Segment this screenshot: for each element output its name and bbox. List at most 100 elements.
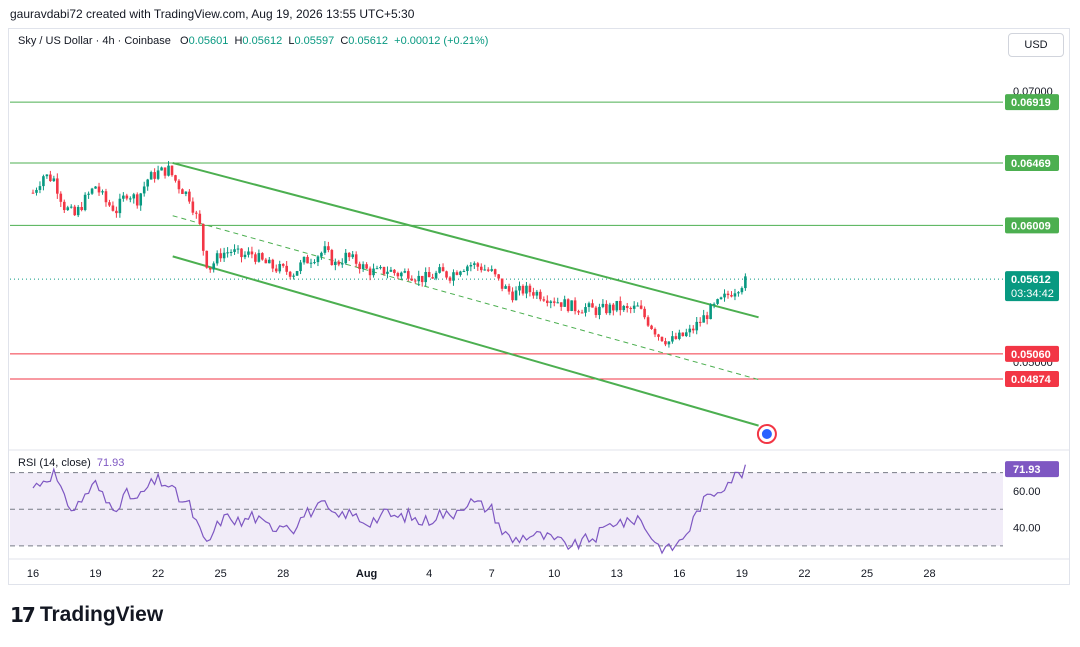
candle-down [181, 189, 184, 194]
candle-up [601, 303, 605, 307]
resistance-price-tag [1005, 155, 1059, 172]
candle-down [618, 300, 622, 311]
candle-up [737, 292, 740, 294]
countdown-label: 03:34:42 [1011, 288, 1054, 300]
candle-up [514, 290, 518, 301]
candle-up [695, 321, 699, 331]
candle-up [452, 272, 455, 281]
candle-up [38, 186, 42, 190]
candle-up [556, 302, 560, 304]
rsi-value-tag [1005, 461, 1059, 478]
candle-up [90, 188, 94, 194]
candle-up [344, 252, 348, 264]
last-price-tag [1005, 271, 1059, 302]
candle-up [313, 262, 316, 264]
candle-down [552, 301, 556, 303]
time-tick-label: 4 [426, 568, 432, 580]
candle-down [643, 308, 646, 318]
candle-down [108, 202, 111, 206]
candle-up [733, 293, 737, 297]
time-tick-label: 19 [89, 568, 101, 580]
candle-down [191, 201, 195, 213]
currency-button[interactable]: USD [1008, 33, 1064, 57]
candle-up [118, 198, 122, 214]
candle-down [577, 311, 580, 313]
candle-up [83, 194, 87, 211]
candle-up [584, 307, 587, 313]
tradingview-logo[interactable]: 17 TradingView [10, 603, 163, 627]
channel-lower-line[interactable] [172, 255, 759, 427]
rsi-line[interactable] [32, 464, 746, 555]
candle-up [302, 256, 306, 263]
candle-up [222, 252, 226, 259]
time-tick-label: 25 [861, 568, 873, 580]
candle-down [365, 264, 368, 269]
candle-up [462, 271, 466, 273]
support-price-tag [1005, 345, 1059, 362]
candle-up [490, 269, 493, 271]
candle-up [292, 275, 295, 277]
candle-down [73, 206, 76, 216]
low-value: 0.05597 [294, 35, 335, 47]
candle-down [285, 265, 288, 272]
candle-down [681, 332, 685, 337]
channel-upper-line[interactable] [172, 161, 759, 319]
time-tick-label: Aug [356, 568, 377, 580]
candle-up [632, 305, 636, 309]
candle-down [327, 246, 330, 251]
candle-down [250, 251, 254, 255]
candle-down [500, 278, 504, 289]
candle-down [413, 280, 417, 282]
candle-up [229, 251, 233, 253]
candle-up [712, 303, 716, 305]
candle-down [205, 250, 209, 268]
candle-down [657, 334, 660, 337]
candle-up [403, 271, 407, 273]
candle-down [208, 267, 212, 270]
candle-up [667, 341, 671, 345]
candle-down [660, 336, 664, 342]
candle-down [591, 303, 594, 308]
candle-up [278, 264, 282, 272]
candle-down [163, 167, 167, 176]
candle-down [80, 206, 83, 211]
candle-up [35, 189, 38, 193]
candle-up [139, 193, 143, 206]
candle-up [45, 174, 49, 177]
candle-down [542, 299, 546, 301]
candle-down [691, 328, 695, 331]
time-tick-label: 16 [27, 568, 39, 580]
tv-logo-icon: 17 [10, 603, 36, 627]
candle-up [101, 191, 104, 193]
candle-up [87, 193, 90, 195]
candle-up [379, 266, 382, 269]
candle-down [445, 271, 448, 278]
candle-up [299, 262, 302, 272]
candle-up [94, 186, 97, 189]
candle-up [622, 305, 626, 311]
candle-down [306, 256, 309, 264]
candle-up [469, 264, 473, 267]
time-tick-label: 16 [673, 568, 685, 580]
symbol-legend: Sky / US Dollar · 4h · Coinbase O0.05601… [18, 35, 488, 47]
rsi-value-tag-label: 71.93 [1013, 464, 1041, 476]
close-value: 0.05612 [348, 35, 389, 47]
candle-down [511, 291, 514, 301]
candle-down [476, 263, 480, 267]
rsi-label: RSI (14, close) [18, 457, 91, 469]
symbol-name[interactable]: Sky / US Dollar · 4h · Coinbase [18, 35, 171, 47]
candle-up [129, 198, 132, 200]
chart-frame [8, 28, 1070, 585]
candle-up [424, 271, 427, 283]
candle-down [330, 250, 334, 266]
time-tick-label: 10 [548, 568, 560, 580]
candle-up [549, 301, 553, 304]
candle-up [215, 253, 219, 264]
candle-up [483, 269, 487, 271]
time-tick-label: 19 [736, 568, 748, 580]
support-price-tag-label: 0.05060 [1011, 349, 1051, 361]
candle-up [438, 267, 441, 273]
channel-mid-line[interactable] [172, 215, 759, 381]
candle-down [605, 303, 608, 314]
